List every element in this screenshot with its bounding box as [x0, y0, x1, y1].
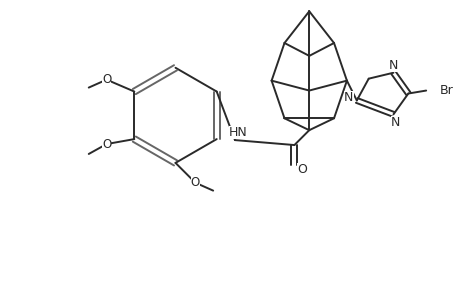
Text: O: O	[102, 73, 111, 86]
Text: N: N	[343, 91, 353, 104]
Text: N: N	[388, 59, 397, 72]
Text: O: O	[190, 176, 200, 189]
Text: N: N	[390, 116, 399, 129]
Text: O: O	[102, 138, 111, 151]
Text: HN: HN	[228, 126, 247, 139]
Text: O: O	[297, 163, 307, 176]
Text: Br: Br	[439, 84, 453, 97]
